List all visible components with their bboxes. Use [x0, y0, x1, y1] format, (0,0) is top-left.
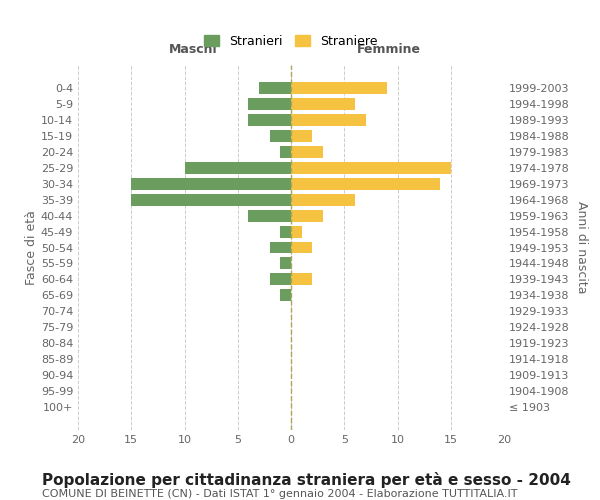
Bar [280, 146, 291, 158]
Bar [259, 82, 291, 94]
Bar [291, 242, 313, 254]
Bar [185, 162, 291, 173]
Y-axis label: Anni di nascita: Anni di nascita [575, 201, 588, 294]
Y-axis label: Fasce di età: Fasce di età [25, 210, 38, 285]
Bar [291, 114, 365, 126]
Text: COMUNE DI BEINETTE (CN) - Dati ISTAT 1° gennaio 2004 - Elaborazione TUTTITALIA.I: COMUNE DI BEINETTE (CN) - Dati ISTAT 1° … [42, 489, 517, 499]
Bar [291, 82, 387, 94]
Bar [280, 258, 291, 270]
Bar [131, 178, 291, 190]
Bar [291, 130, 313, 141]
Text: Femmine: Femmine [357, 43, 421, 56]
Legend: Stranieri, Straniere: Stranieri, Straniere [200, 31, 382, 52]
Bar [280, 226, 291, 237]
Bar [131, 194, 291, 205]
Bar [291, 194, 355, 205]
Bar [270, 130, 291, 141]
Bar [291, 274, 313, 285]
Bar [291, 210, 323, 222]
Bar [291, 146, 323, 158]
Bar [280, 290, 291, 302]
Text: Maschi: Maschi [169, 43, 217, 56]
Bar [291, 98, 355, 110]
Bar [291, 178, 440, 190]
Bar [248, 210, 291, 222]
Bar [248, 98, 291, 110]
Text: Popolazione per cittadinanza straniera per età e sesso - 2004: Popolazione per cittadinanza straniera p… [42, 472, 571, 488]
Bar [270, 274, 291, 285]
Bar [270, 242, 291, 254]
Bar [291, 226, 302, 237]
Bar [291, 162, 451, 173]
Bar [248, 114, 291, 126]
